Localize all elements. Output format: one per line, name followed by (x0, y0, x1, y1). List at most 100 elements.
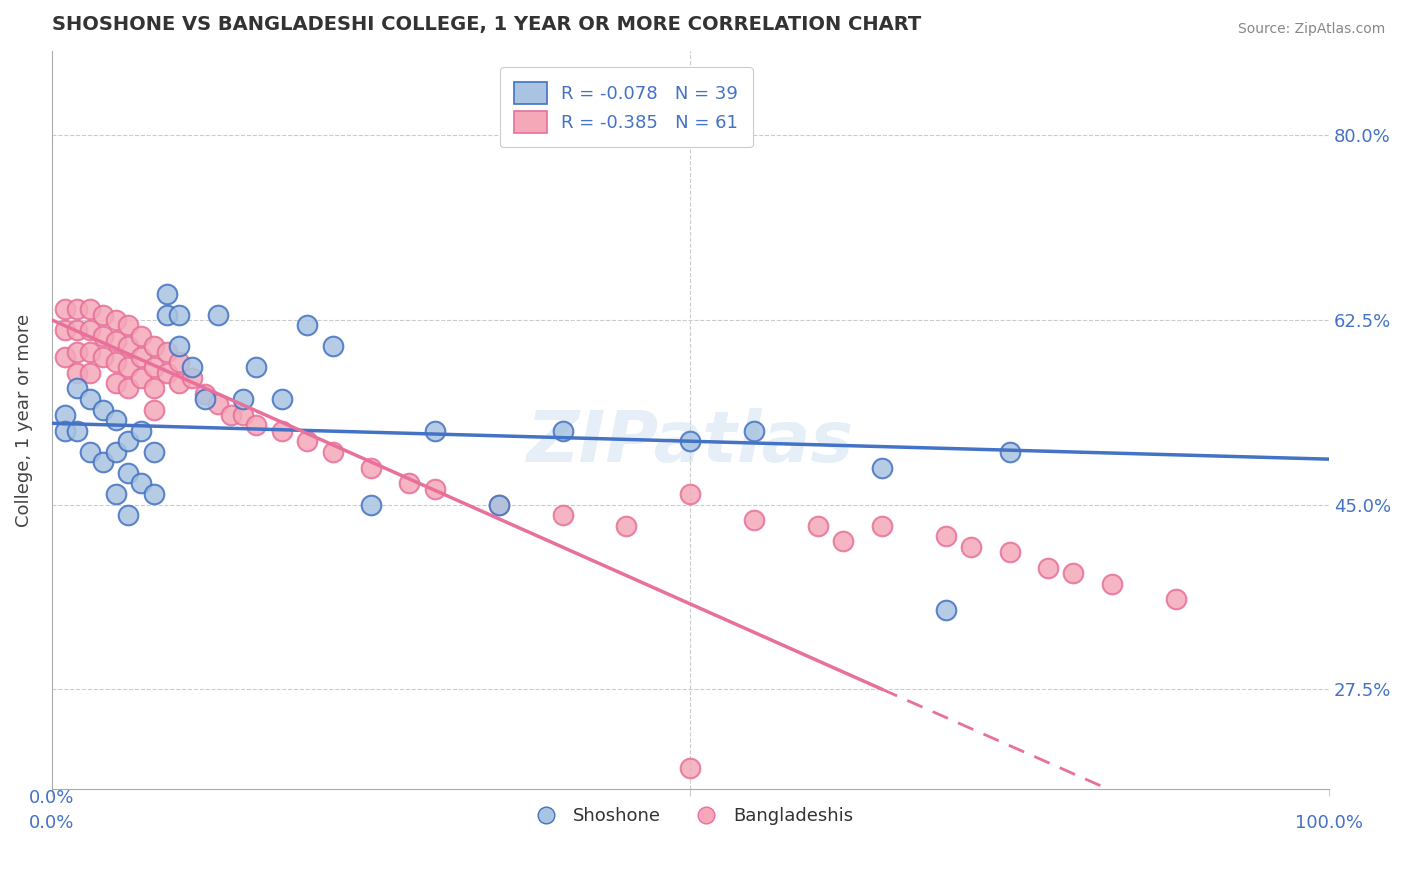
Legend: Shoshone, Bangladeshis: Shoshone, Bangladeshis (520, 799, 860, 832)
Text: 0.0%: 0.0% (30, 789, 75, 807)
Point (156, 344, 179, 359)
Point (104, 444, 127, 458)
Point (53, 302, 76, 317)
Point (129, 371, 152, 385)
Point (79, 366, 101, 380)
Point (142, 381, 165, 395)
Point (117, 339, 139, 353)
Text: ZIPatlas: ZIPatlas (527, 408, 853, 476)
Point (117, 466, 139, 480)
Point (156, 286, 179, 301)
Point (1101, 576, 1123, 591)
Point (53, 408, 76, 422)
Point (91, 402, 114, 417)
Text: 0.0%: 0.0% (30, 814, 75, 832)
Point (91, 350, 114, 364)
Point (66, 323, 89, 337)
Point (117, 318, 139, 333)
Point (142, 360, 165, 375)
Point (870, 460, 893, 475)
Point (488, 498, 510, 512)
Point (207, 308, 229, 322)
Point (66, 302, 89, 317)
Point (142, 444, 165, 458)
Point (53, 323, 76, 337)
Point (245, 360, 267, 375)
Point (245, 418, 267, 433)
Point (360, 498, 382, 512)
Point (998, 545, 1021, 559)
Point (156, 366, 179, 380)
Point (104, 376, 127, 391)
Point (742, 424, 765, 438)
Point (91, 328, 114, 343)
Point (104, 334, 127, 348)
Point (322, 339, 344, 353)
Point (142, 339, 165, 353)
Point (169, 339, 191, 353)
Point (1164, 592, 1187, 607)
Point (66, 381, 89, 395)
Point (129, 476, 152, 491)
Point (423, 424, 446, 438)
Point (207, 397, 229, 411)
Point (219, 408, 242, 422)
Point (960, 540, 983, 554)
Point (142, 402, 165, 417)
Point (679, 487, 702, 501)
Point (194, 386, 217, 401)
Point (66, 366, 89, 380)
Point (832, 534, 855, 549)
Point (181, 360, 204, 375)
Point (232, 408, 254, 422)
Point (679, 761, 702, 775)
Point (181, 371, 204, 385)
Y-axis label: College, 1 year or more: College, 1 year or more (15, 314, 32, 526)
Point (79, 302, 101, 317)
Point (935, 529, 957, 543)
Point (807, 518, 830, 533)
Point (142, 487, 165, 501)
Text: Source: ZipAtlas.com: Source: ZipAtlas.com (1237, 22, 1385, 37)
Point (423, 482, 446, 496)
Point (104, 413, 127, 427)
Point (129, 328, 152, 343)
Point (169, 308, 191, 322)
Point (66, 344, 89, 359)
Point (322, 444, 344, 458)
Point (295, 318, 318, 333)
Point (935, 603, 957, 617)
Point (66, 424, 89, 438)
Point (360, 460, 382, 475)
Point (742, 513, 765, 527)
Point (1036, 561, 1059, 575)
Point (117, 508, 139, 522)
Point (91, 455, 114, 469)
Point (91, 308, 114, 322)
Point (117, 360, 139, 375)
Point (270, 392, 292, 406)
Text: SHOSHONE VS BANGLADESHI COLLEGE, 1 YEAR OR MORE CORRELATION CHART: SHOSHONE VS BANGLADESHI COLLEGE, 1 YEAR … (52, 15, 921, 34)
Point (104, 487, 127, 501)
Point (53, 350, 76, 364)
Point (117, 381, 139, 395)
Point (53, 424, 76, 438)
Point (232, 392, 254, 406)
Point (129, 424, 152, 438)
Point (79, 444, 101, 458)
Point (194, 392, 217, 406)
Point (270, 424, 292, 438)
Point (998, 444, 1021, 458)
Point (295, 434, 318, 449)
Point (679, 434, 702, 449)
Point (104, 355, 127, 369)
Point (79, 344, 101, 359)
Point (79, 323, 101, 337)
Point (117, 434, 139, 449)
Point (551, 508, 574, 522)
Point (870, 518, 893, 533)
Point (398, 476, 420, 491)
Point (104, 313, 127, 327)
Point (129, 350, 152, 364)
Point (616, 518, 638, 533)
